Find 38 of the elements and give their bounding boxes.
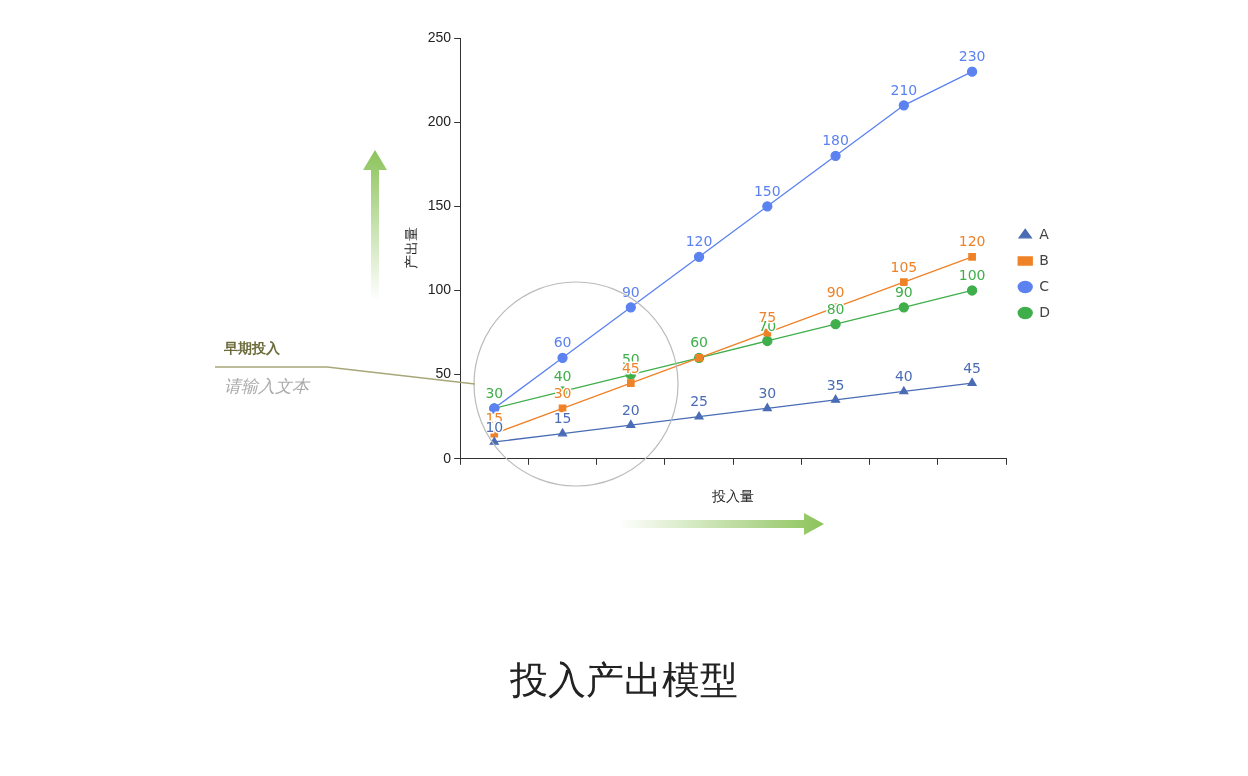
y-axis-title: 产出量 (403, 227, 420, 270)
data-label: 35 (826, 376, 845, 393)
data-label: 105 (890, 258, 918, 275)
data-label: 90 (621, 283, 640, 300)
y-tick-label: 0 (443, 449, 452, 466)
data-label: 30 (758, 384, 777, 401)
data-label: 60 (690, 334, 708, 351)
data-label: 90 (894, 283, 913, 300)
legend-label: C (1039, 277, 1050, 294)
y-tick-label: 200 (427, 113, 452, 130)
data-label: 25 (690, 393, 708, 410)
text: 投入产出模型 (509, 657, 739, 704)
data-label: 60 (553, 334, 572, 351)
data-label: 100 (958, 267, 986, 284)
x-axis-title: 投入量 (711, 488, 755, 505)
data-label: 40 (894, 368, 913, 385)
data-label: 120 (958, 233, 986, 250)
data-label: 30 (485, 384, 504, 401)
y-tick-label: 250 (427, 28, 452, 45)
data-label: 90 (826, 283, 845, 300)
data-label: 30 (553, 384, 572, 401)
y-tick-label: 100 (427, 281, 452, 298)
data-label: 230 (958, 48, 986, 65)
data-label: 20 (621, 401, 640, 418)
data-label: 150 (753, 182, 781, 199)
y-tick-label: 50 (435, 365, 452, 382)
data-label: 180 (822, 132, 849, 149)
legend-label: A (1039, 225, 1050, 242)
text: 早期投入 (224, 340, 280, 358)
text: 请输入文本 (224, 375, 309, 398)
data-label: 120 (685, 233, 713, 250)
y-tick-label: 150 (427, 197, 452, 214)
data-label: 15 (553, 410, 572, 427)
data-label: 45 (963, 359, 981, 376)
data-label: 40 (553, 368, 572, 385)
data-label: 210 (890, 81, 918, 98)
legend-label: D (1039, 303, 1050, 320)
legend-label: B (1039, 251, 1049, 268)
